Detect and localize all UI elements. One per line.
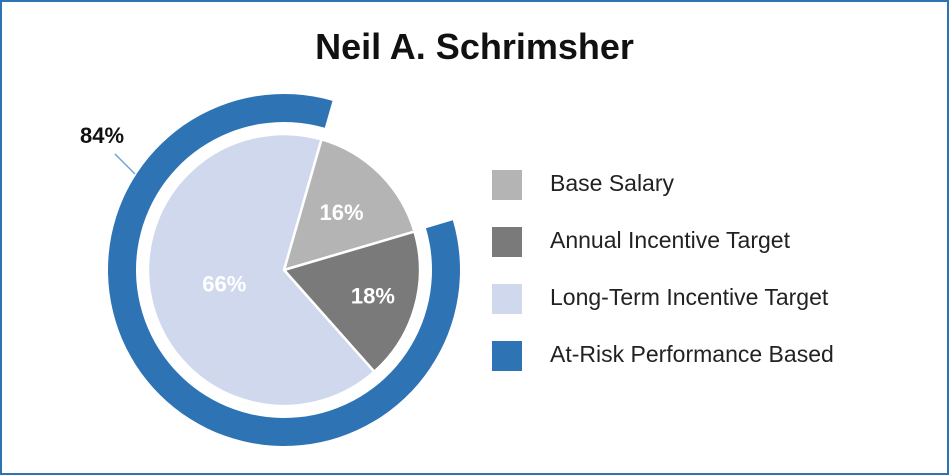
- legend-label: Annual Incentive Target: [550, 227, 790, 253]
- legend-label: At-Risk Performance Based: [550, 341, 834, 367]
- chart-title: Neil A. Schrimsher: [315, 26, 634, 67]
- ring-leader-line: [114, 153, 136, 175]
- legend-swatch: [492, 284, 522, 314]
- legend-label: Long-Term Incentive Target: [550, 284, 829, 310]
- legend-label: Base Salary: [550, 170, 675, 196]
- slice-data-label: 16%: [319, 200, 363, 225]
- pie-slice-base-salary: [282, 138, 416, 272]
- pie-slice-long-term-incentive-target: [146, 132, 376, 408]
- pie-slice-annual-incentive-target: [282, 230, 422, 373]
- legend-swatch: [492, 341, 522, 371]
- legend-swatch: [492, 170, 522, 200]
- ring-data-label: 84%: [80, 123, 124, 148]
- slice-data-label: 66%: [202, 272, 246, 297]
- legend-swatch: [492, 227, 522, 257]
- slice-data-label: 18%: [351, 283, 395, 308]
